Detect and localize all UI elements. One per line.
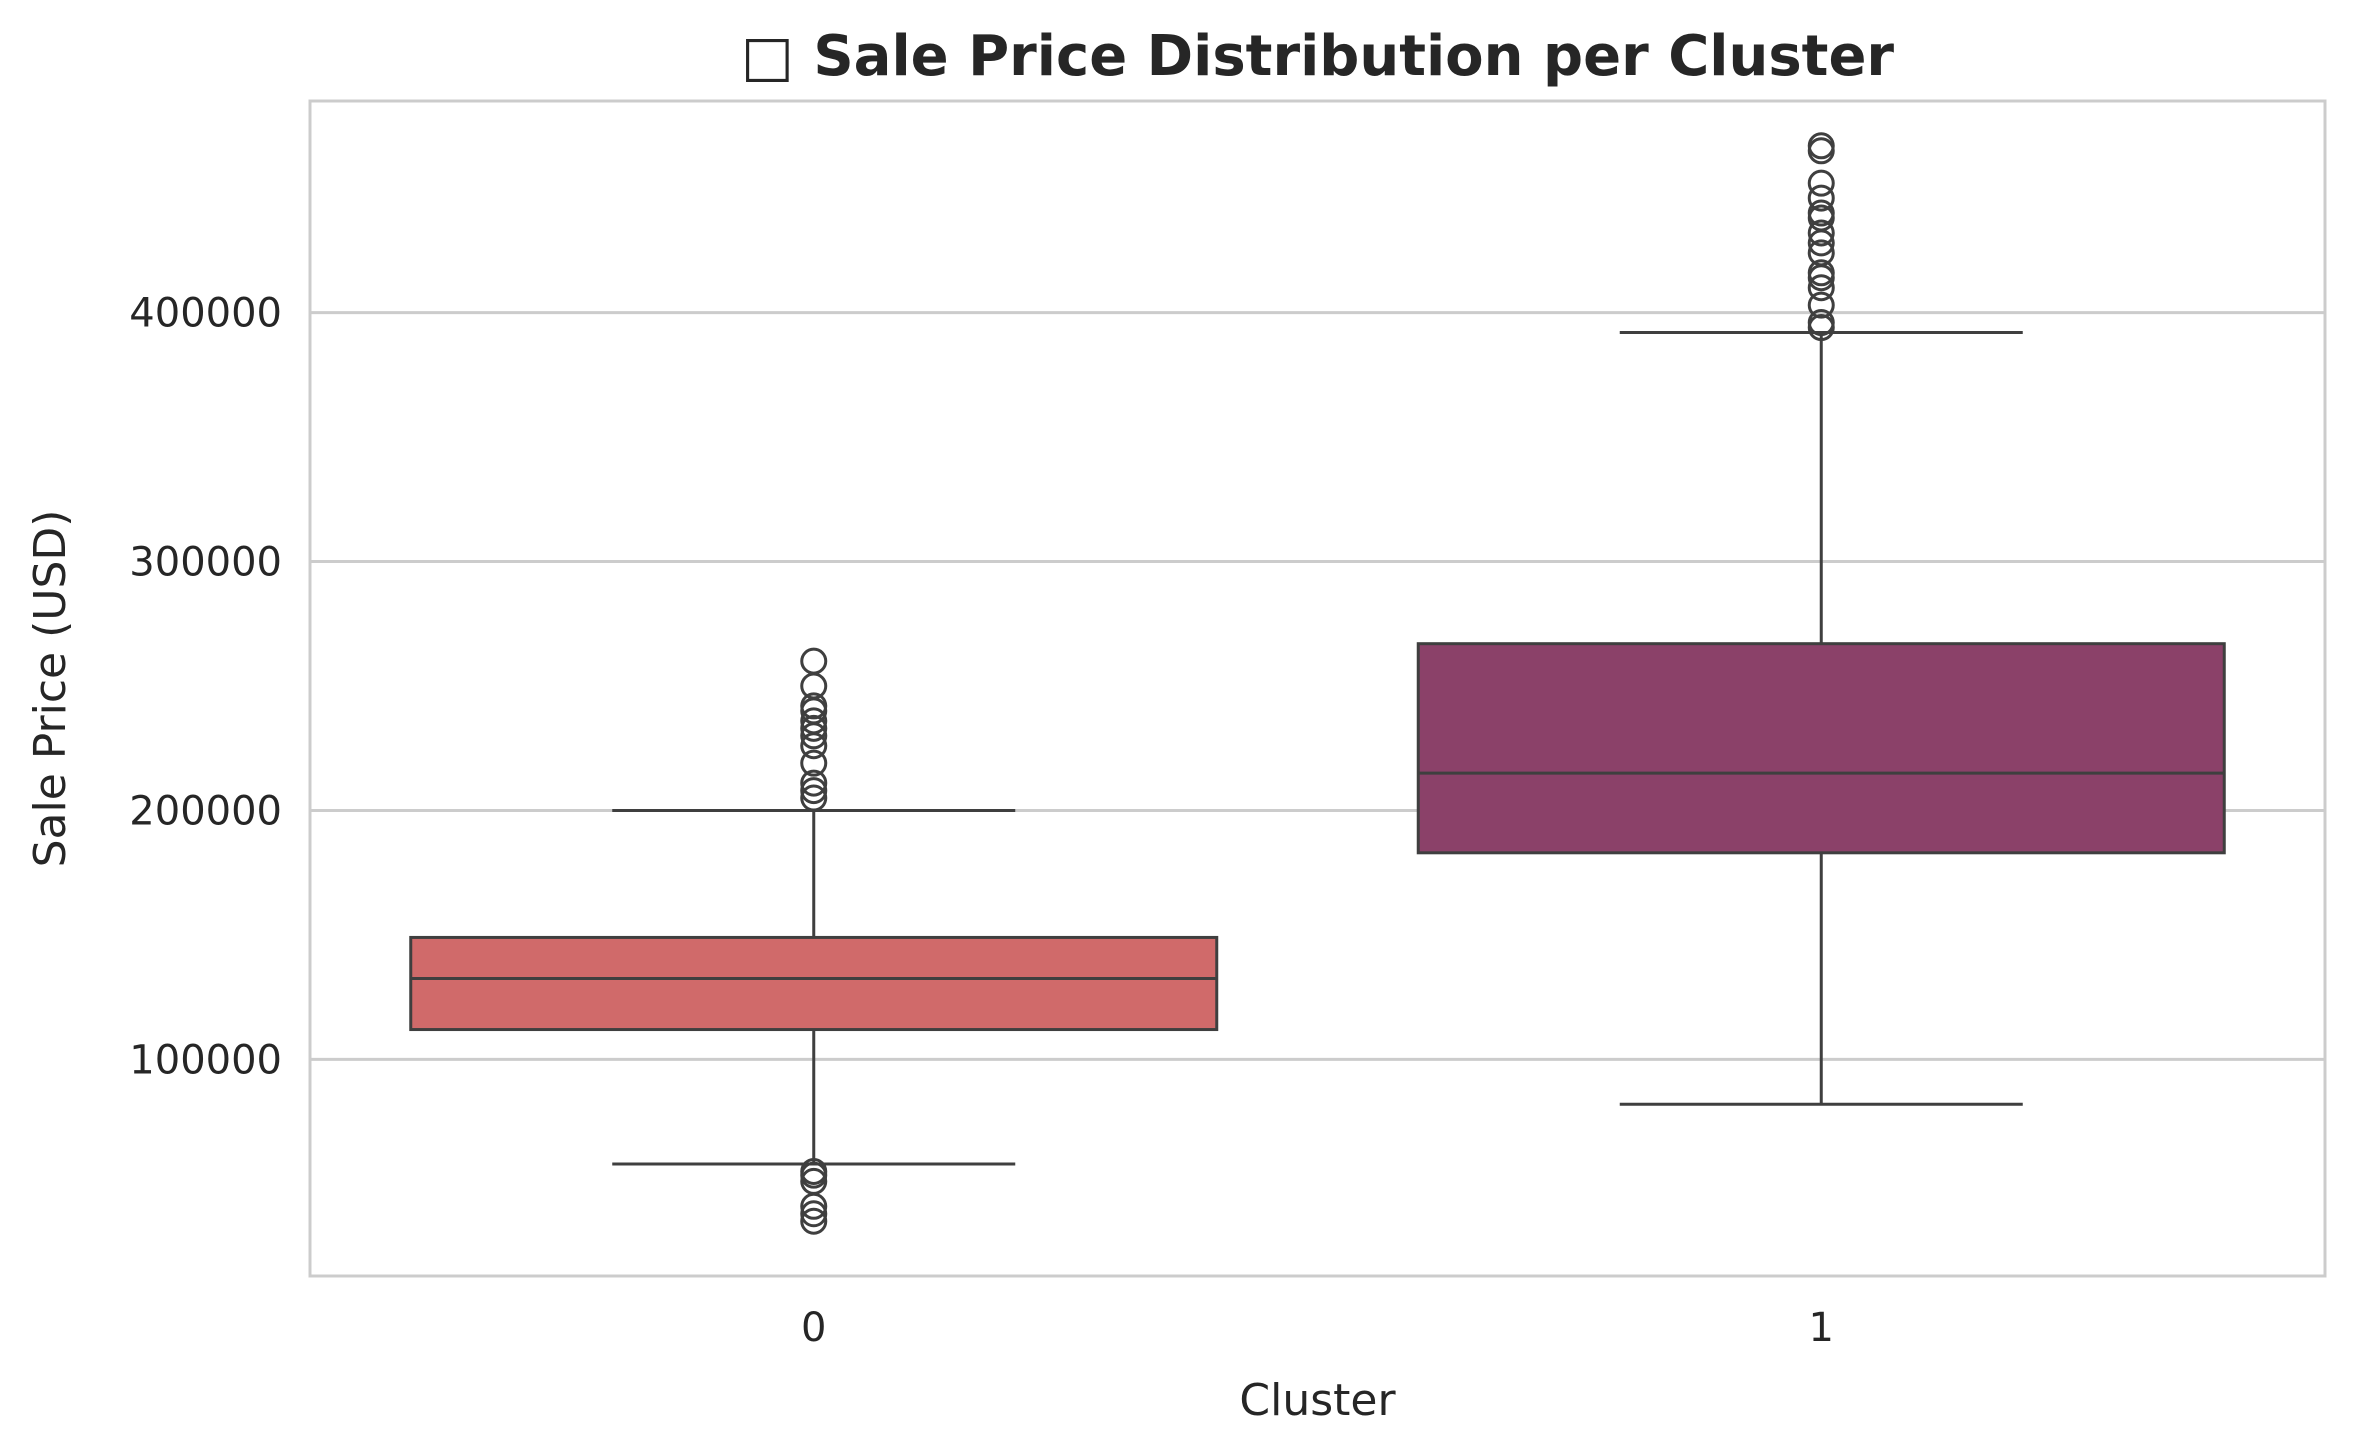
- outlier-point: [1807, 132, 1835, 160]
- x-tick-label: 0: [801, 1305, 826, 1351]
- outlier-point: [800, 707, 828, 735]
- outlier-point: [800, 1200, 828, 1228]
- outlier-point: [1807, 169, 1835, 197]
- y-tick-label: 400000: [129, 291, 282, 337]
- chart-title: □ Sale Price Distribution per Cluster: [741, 24, 1894, 89]
- iqr-box: [1416, 642, 2226, 855]
- y-tick-label: 200000: [129, 788, 282, 834]
- outlier-point: [800, 784, 828, 812]
- outlier-point: [1807, 309, 1835, 337]
- outlier-point: [1807, 199, 1835, 227]
- x-axis-label: Cluster: [1239, 1375, 1396, 1426]
- outlier-point: [800, 1167, 828, 1195]
- outlier-point: [800, 692, 828, 720]
- outlier-point: [800, 1207, 828, 1235]
- outlier-point: [800, 777, 828, 805]
- outlier-point: [800, 647, 828, 675]
- outlier-point: [800, 714, 828, 742]
- outlier-point: [1807, 239, 1835, 267]
- box-cluster-0: [409, 647, 1219, 1235]
- y-tick-label: 100000: [129, 1037, 282, 1083]
- outlier-point: [1807, 219, 1835, 247]
- x-tick-label: 1: [1809, 1305, 1834, 1351]
- box-cluster-1: [1416, 132, 2226, 1106]
- outlier-point: [1807, 259, 1835, 287]
- outlier-point: [800, 769, 828, 797]
- outlier-point: [1807, 291, 1835, 319]
- outlier-point: [800, 1157, 828, 1185]
- iqr-box: [409, 935, 1219, 1032]
- y-tick-label: 300000: [129, 540, 282, 586]
- outlier-point: [1807, 184, 1835, 212]
- outlier-point: [800, 749, 828, 777]
- y-axis-label: Sale Price (USD): [25, 510, 76, 868]
- tick-labels: 100000 200000 300000 400000 0 1: [129, 291, 1834, 1351]
- plot-frame: [308, 99, 2327, 1278]
- boxes: [409, 132, 2226, 1235]
- outlier-point: [1807, 274, 1835, 302]
